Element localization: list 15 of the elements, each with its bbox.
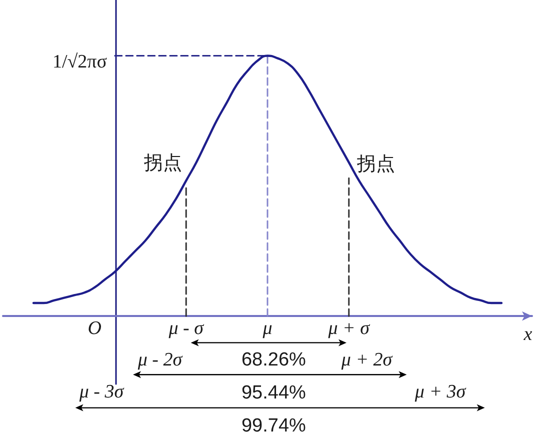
x-tick-label: μ [262,318,272,340]
text: μ - 3σ [79,382,124,402]
annotation: 拐点 [356,154,395,176]
text: μ + 3σ [414,382,466,402]
x-tick-label: O [88,318,102,340]
text: 68.26% [241,350,306,370]
text: μ + 2σ [341,350,392,370]
annotation: 拐点 [144,152,182,174]
x-axis-title: x [522,324,533,346]
text: μ - 2σ [138,350,182,370]
text: 99.74% [241,416,306,436]
text: 95.44% [241,382,306,404]
annotation: 1/√2πσ [52,51,107,72]
x-tick-label: μ + σ [327,318,370,340]
x-tick-label: μ - σ [168,318,204,340]
